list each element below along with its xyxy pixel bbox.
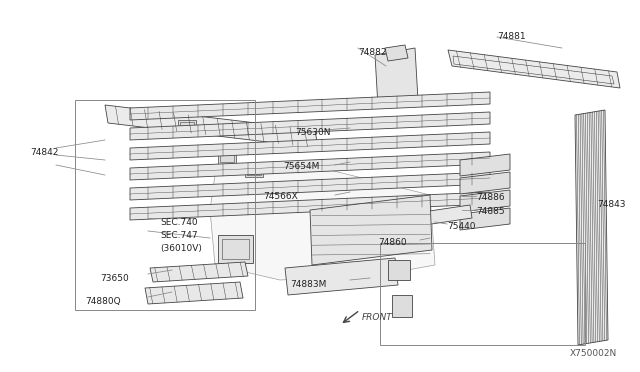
Text: 74881: 74881	[497, 32, 525, 41]
Polygon shape	[210, 165, 435, 280]
Text: (36010V): (36010V)	[160, 244, 202, 253]
Polygon shape	[310, 195, 432, 265]
Text: 74843: 74843	[597, 200, 625, 209]
Polygon shape	[385, 45, 408, 61]
Bar	[245, 163, 263, 177]
Bar	[218, 150, 236, 164]
Text: 74842: 74842	[30, 148, 58, 157]
Polygon shape	[285, 258, 398, 295]
Bar	[388, 260, 410, 280]
Polygon shape	[460, 208, 510, 230]
Polygon shape	[145, 282, 243, 304]
Bar	[75, 100, 255, 310]
Text: 75654M: 75654M	[283, 162, 319, 171]
Bar	[222, 239, 249, 259]
Text: FRONT: FRONT	[362, 313, 393, 322]
Polygon shape	[448, 50, 620, 88]
Text: 74885: 74885	[476, 207, 504, 216]
Bar	[380, 243, 585, 345]
Polygon shape	[130, 152, 490, 180]
Polygon shape	[460, 172, 510, 194]
Polygon shape	[355, 205, 472, 235]
Polygon shape	[460, 154, 510, 176]
Polygon shape	[130, 92, 490, 120]
Text: 74860: 74860	[378, 238, 406, 247]
Text: 75440: 75440	[447, 222, 476, 231]
Polygon shape	[150, 262, 248, 282]
Text: 74880Q: 74880Q	[85, 297, 120, 306]
Text: X750002N: X750002N	[570, 349, 617, 358]
Polygon shape	[105, 105, 318, 148]
Bar	[178, 120, 196, 134]
Text: 74566X: 74566X	[263, 192, 298, 201]
Polygon shape	[130, 192, 490, 220]
Text: SEC.747: SEC.747	[160, 231, 198, 240]
Text: SEC.740: SEC.740	[160, 218, 198, 227]
Polygon shape	[130, 132, 490, 160]
Bar	[180, 122, 194, 132]
Bar	[220, 152, 234, 162]
Text: 74882: 74882	[358, 48, 387, 57]
Polygon shape	[130, 172, 490, 200]
Text: 75630N: 75630N	[295, 128, 330, 137]
Text: 74883M: 74883M	[290, 280, 326, 289]
Polygon shape	[130, 112, 490, 140]
Polygon shape	[460, 190, 510, 212]
Polygon shape	[575, 110, 608, 345]
Polygon shape	[375, 48, 418, 107]
Text: 74886: 74886	[476, 193, 504, 202]
Bar	[218, 235, 253, 263]
Bar	[392, 295, 412, 317]
Text: 73650: 73650	[100, 274, 129, 283]
Bar	[247, 165, 261, 175]
